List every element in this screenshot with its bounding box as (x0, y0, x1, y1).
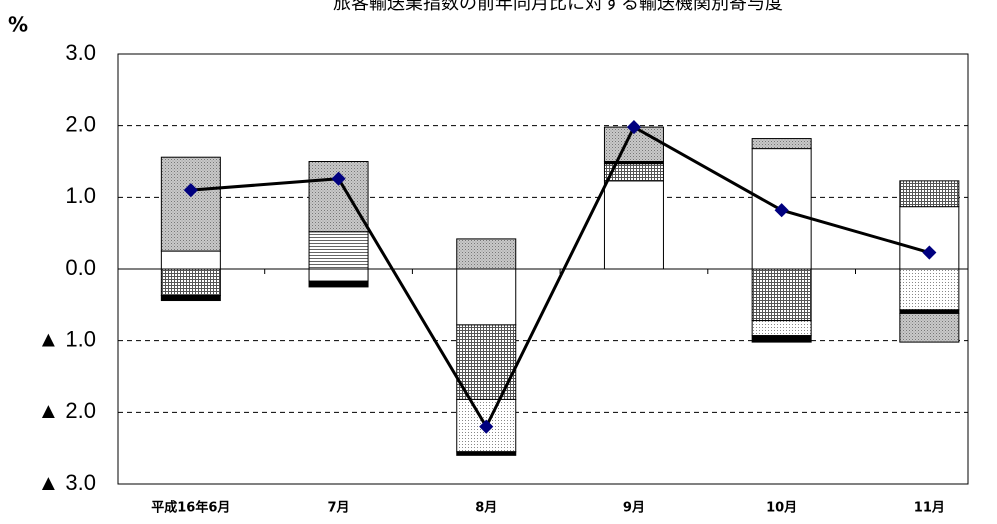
x-tick-label: 8月 (475, 501, 497, 516)
bar-segment (456, 324, 517, 400)
bar-segment (160, 295, 221, 302)
y-unit: % (8, 13, 28, 37)
bar-segment (308, 268, 369, 282)
y-tick-label: ▲ 3.0 (38, 470, 96, 495)
bar-segment (899, 309, 960, 314)
bar-segment (160, 268, 221, 297)
y-tick-label: 0.0 (65, 255, 96, 280)
bar-segment (456, 268, 517, 326)
x-tick-label: 7月 (328, 501, 350, 516)
bar-segment (456, 451, 517, 456)
line (190, 125, 930, 430)
bar-segment (308, 280, 369, 288)
line-marker (626, 120, 642, 135)
x-tick-label: 10月 (766, 501, 797, 516)
line-marker (922, 245, 937, 260)
bar-segment (603, 180, 664, 270)
y-tick-label: ▲ 1.0 (38, 326, 96, 351)
bar-segment (751, 320, 812, 337)
bar-segment (160, 250, 221, 270)
bar-segment (456, 238, 517, 270)
line-marker (479, 419, 494, 434)
x-tick-label: 平成16年6月 (151, 500, 230, 516)
y-tick-label: ▲ 2.0 (38, 398, 96, 423)
bar-segment (160, 156, 221, 252)
bar-segment (751, 335, 812, 343)
bar-segment (899, 180, 960, 208)
y-tick-label: 3.0 (65, 40, 96, 65)
bar-segment (899, 312, 960, 343)
line-marker (183, 183, 198, 198)
bar-segment (899, 268, 960, 311)
x-tick-label: 11月 (914, 501, 945, 516)
bar-segment (751, 138, 812, 150)
bar-segment (308, 231, 369, 270)
chart-title: 旅客輸送業指数の前年同月比に対する輸送機関別寄与度 (333, 0, 783, 14)
line-marker (774, 203, 789, 218)
y-tick-label: 1.0 (65, 183, 96, 208)
line-marker (331, 171, 346, 186)
bar-segment (899, 206, 960, 270)
x-tick-label: 9月 (623, 501, 645, 516)
y-tick-label: 2.0 (65, 111, 96, 136)
bar-segment (751, 268, 812, 322)
